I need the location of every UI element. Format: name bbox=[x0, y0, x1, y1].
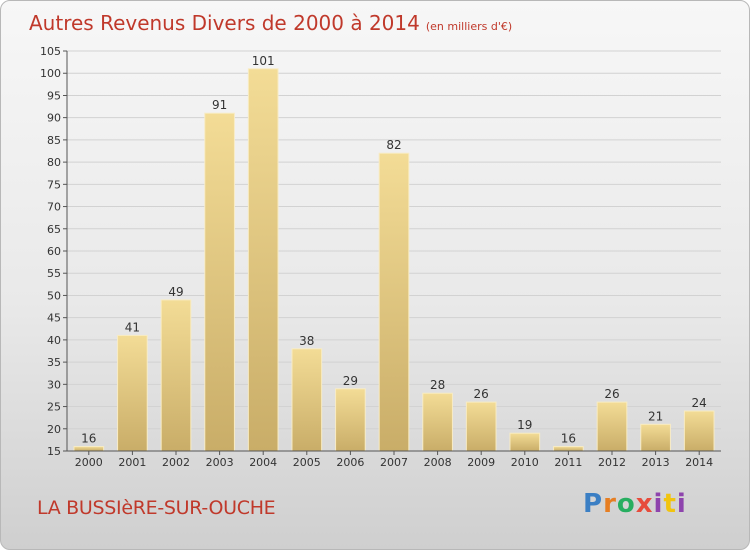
bar-2005 bbox=[291, 348, 323, 452]
y-tick-label: 25 bbox=[47, 401, 61, 414]
bar-value-label: 26 bbox=[474, 387, 489, 401]
x-tick-label: 2001 bbox=[118, 456, 146, 469]
bar-2007 bbox=[378, 152, 410, 452]
y-tick-label: 90 bbox=[47, 112, 61, 125]
bar-value-label: 38 bbox=[299, 334, 314, 348]
commune-name: LA BUSSIèRE-SUR-OUCHE bbox=[37, 497, 276, 519]
y-tick-label: 80 bbox=[47, 156, 61, 169]
bar-2001 bbox=[117, 334, 148, 452]
bar-value-label: 41 bbox=[125, 320, 140, 334]
y-tick-label: 30 bbox=[47, 378, 61, 391]
chart-title: Autres Revenus Divers de 2000 à 2014 (en … bbox=[29, 11, 512, 35]
y-tick-label: 105 bbox=[40, 45, 61, 58]
y-tick-label: 75 bbox=[47, 178, 61, 191]
y-tick-label: 35 bbox=[47, 356, 61, 369]
bar-value-label: 101 bbox=[252, 54, 275, 68]
x-tick-label: 2005 bbox=[293, 456, 321, 469]
bar-2002 bbox=[160, 299, 192, 452]
bar-value-label: 24 bbox=[692, 396, 707, 410]
y-tick-label: 45 bbox=[47, 312, 61, 325]
y-tick-label: 50 bbox=[47, 289, 61, 302]
bar-value-label: 16 bbox=[561, 432, 576, 446]
bar-value-label: 21 bbox=[648, 409, 663, 423]
bar-2013 bbox=[640, 423, 671, 452]
proxiti-logo: Proxiti bbox=[583, 489, 687, 519]
x-tick-label: 2014 bbox=[685, 456, 713, 469]
bar-2008 bbox=[422, 392, 453, 452]
y-tick-label: 60 bbox=[47, 245, 61, 258]
bar-value-label: 82 bbox=[386, 138, 401, 152]
x-tick-label: 2011 bbox=[554, 456, 582, 469]
y-tick-label: 55 bbox=[47, 267, 61, 280]
chart-unit: (en milliers d'€) bbox=[425, 20, 513, 33]
bar-value-label: 19 bbox=[517, 418, 532, 432]
bar-value-label: 28 bbox=[430, 378, 445, 392]
x-tick-label: 2000 bbox=[75, 456, 103, 469]
x-tick-label: 2003 bbox=[206, 456, 234, 469]
bar-2000 bbox=[73, 446, 105, 452]
bar-2014 bbox=[683, 410, 715, 452]
x-tick-label: 2006 bbox=[336, 456, 364, 469]
bar-value-label: 26 bbox=[604, 387, 619, 401]
bar-2012 bbox=[596, 401, 628, 452]
y-tick-label: 65 bbox=[47, 223, 61, 236]
x-tick-label: 2007 bbox=[380, 456, 408, 469]
bar-2009 bbox=[465, 401, 497, 452]
x-tick-label: 2008 bbox=[424, 456, 452, 469]
x-axis: 2000 2001 2002 2003 2004 2005 2006 2007 2008 2009… bbox=[67, 450, 721, 469]
y-tick-label: 70 bbox=[47, 201, 61, 214]
bar-value-label: 49 bbox=[168, 285, 183, 299]
bar-value-label: 91 bbox=[212, 98, 227, 112]
y-tick-label: 20 bbox=[47, 423, 61, 436]
x-tick-label: 2010 bbox=[511, 456, 539, 469]
bar-2010 bbox=[509, 432, 541, 452]
bar-2004 bbox=[247, 68, 279, 452]
x-tick-label: 2012 bbox=[598, 456, 626, 469]
bar-2011 bbox=[553, 446, 584, 452]
y-tick-label: 100 bbox=[40, 67, 61, 80]
bar-value-label: 16 bbox=[81, 432, 96, 446]
bar-2003 bbox=[204, 112, 235, 452]
x-tick-label: 2004 bbox=[249, 456, 277, 469]
chart-title-text: Autres Revenus Divers de 2000 à 2014 bbox=[29, 11, 420, 35]
y-tick-label: 95 bbox=[47, 89, 61, 102]
y-tick-label: 85 bbox=[47, 134, 61, 147]
bars: 16 41 49 91 101 38 29 82 28 26 19 16 26 21 24 bbox=[73, 54, 715, 452]
y-axis: 15 20 25 30 35 40 45 50 55 60 65 70 75 80 85 90 95 100 105 bbox=[40, 45, 68, 458]
y-tick-label: 15 bbox=[47, 445, 61, 458]
bar-2006 bbox=[335, 388, 366, 452]
x-tick-label: 2013 bbox=[642, 456, 670, 469]
bar-value-label: 29 bbox=[343, 374, 358, 388]
x-tick-label: 2002 bbox=[162, 456, 190, 469]
y-tick-label: 40 bbox=[47, 334, 61, 347]
x-tick-label: 2009 bbox=[467, 456, 495, 469]
